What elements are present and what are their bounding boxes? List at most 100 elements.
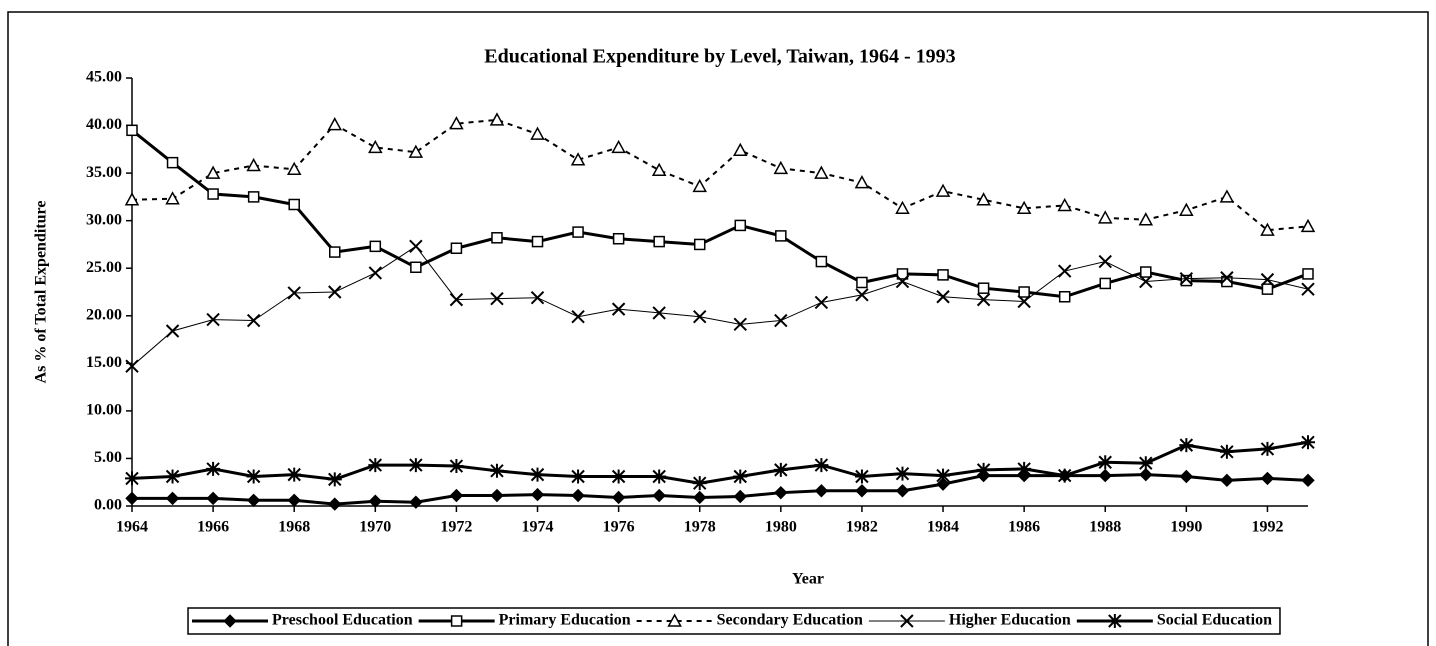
marker xyxy=(368,458,383,473)
y-tick-label: 45.00 xyxy=(86,69,122,86)
marker xyxy=(936,290,950,304)
marker xyxy=(1138,456,1153,471)
marker xyxy=(328,497,342,511)
marker xyxy=(1138,212,1154,226)
marker xyxy=(246,493,261,508)
marker xyxy=(854,469,869,484)
marker xyxy=(1260,441,1275,456)
marker xyxy=(977,282,990,294)
marker xyxy=(773,160,789,175)
marker xyxy=(489,112,505,126)
marker xyxy=(490,291,504,306)
marker xyxy=(1139,467,1153,482)
x-tick-label: 1988 xyxy=(1089,519,1121,536)
marker xyxy=(1260,272,1275,287)
x-tick-label: 1990 xyxy=(1170,519,1202,536)
y-tick-label: 35.00 xyxy=(86,164,122,181)
marker xyxy=(531,235,544,248)
y-tick-label: 30.00 xyxy=(86,211,122,228)
marker xyxy=(855,484,869,498)
marker xyxy=(652,469,667,484)
chart-title: Educational Expenditure by Level, Taiwan… xyxy=(484,46,955,68)
marker xyxy=(1016,200,1032,215)
marker xyxy=(1140,266,1152,278)
series-line xyxy=(131,245,1309,367)
series-line xyxy=(131,118,1309,232)
marker xyxy=(612,232,625,245)
y-tick-label: 20.00 xyxy=(86,306,122,323)
marker xyxy=(530,487,545,502)
marker xyxy=(570,152,586,166)
marker xyxy=(1219,189,1235,203)
marker xyxy=(773,462,788,477)
marker xyxy=(936,477,950,491)
marker xyxy=(1301,435,1315,450)
x-tick-label: 1966 xyxy=(197,519,229,536)
marker xyxy=(450,615,463,627)
marker xyxy=(900,614,914,628)
marker xyxy=(693,490,707,505)
marker xyxy=(733,317,747,332)
marker xyxy=(814,165,829,179)
series-line xyxy=(131,129,1309,299)
marker xyxy=(1300,218,1316,233)
marker xyxy=(611,302,626,316)
marker xyxy=(733,142,748,157)
marker xyxy=(246,313,261,328)
marker xyxy=(1302,268,1314,280)
marker xyxy=(1058,291,1071,303)
marker xyxy=(530,290,545,305)
marker xyxy=(449,292,464,307)
marker xyxy=(734,219,747,232)
marker xyxy=(327,117,343,131)
marker xyxy=(1179,438,1194,453)
y-tick-label: 5.00 xyxy=(94,449,122,466)
marker xyxy=(571,469,586,484)
x-tick-label: 1992 xyxy=(1251,519,1283,536)
legend-label: Secondary Education xyxy=(717,612,863,629)
marker xyxy=(126,124,138,137)
legend: Preschool Education Primary Education Seco… xyxy=(187,607,1281,635)
marker xyxy=(733,469,748,484)
marker xyxy=(408,144,424,158)
marker xyxy=(895,200,910,215)
x-tick-label: 1980 xyxy=(765,519,797,536)
marker xyxy=(409,495,423,509)
marker xyxy=(667,613,682,627)
marker xyxy=(490,488,504,503)
marker xyxy=(1057,468,1072,483)
marker xyxy=(936,468,951,483)
marker xyxy=(814,295,829,310)
marker xyxy=(976,192,991,206)
marker xyxy=(1098,455,1113,470)
marker xyxy=(205,165,221,179)
marker xyxy=(692,178,707,193)
marker xyxy=(246,469,261,484)
marker xyxy=(287,286,301,300)
marker xyxy=(449,116,464,130)
marker xyxy=(937,269,949,281)
marker xyxy=(1057,197,1072,212)
marker xyxy=(124,192,140,206)
marker xyxy=(733,489,747,504)
marker xyxy=(774,485,788,500)
marker xyxy=(368,139,383,154)
marker xyxy=(976,292,991,307)
marker xyxy=(856,276,868,289)
marker xyxy=(409,239,423,254)
marker xyxy=(206,461,221,476)
marker xyxy=(693,310,707,324)
marker xyxy=(774,313,788,328)
marker xyxy=(223,614,237,628)
marker xyxy=(651,162,667,177)
x-tick-label: 1974 xyxy=(522,519,554,536)
marker xyxy=(368,494,383,508)
y-tick-label: 25.00 xyxy=(86,259,122,276)
marker xyxy=(530,126,545,140)
marker xyxy=(287,493,301,508)
marker xyxy=(368,266,383,280)
marker xyxy=(895,274,910,289)
marker xyxy=(895,466,910,481)
marker xyxy=(775,230,787,242)
